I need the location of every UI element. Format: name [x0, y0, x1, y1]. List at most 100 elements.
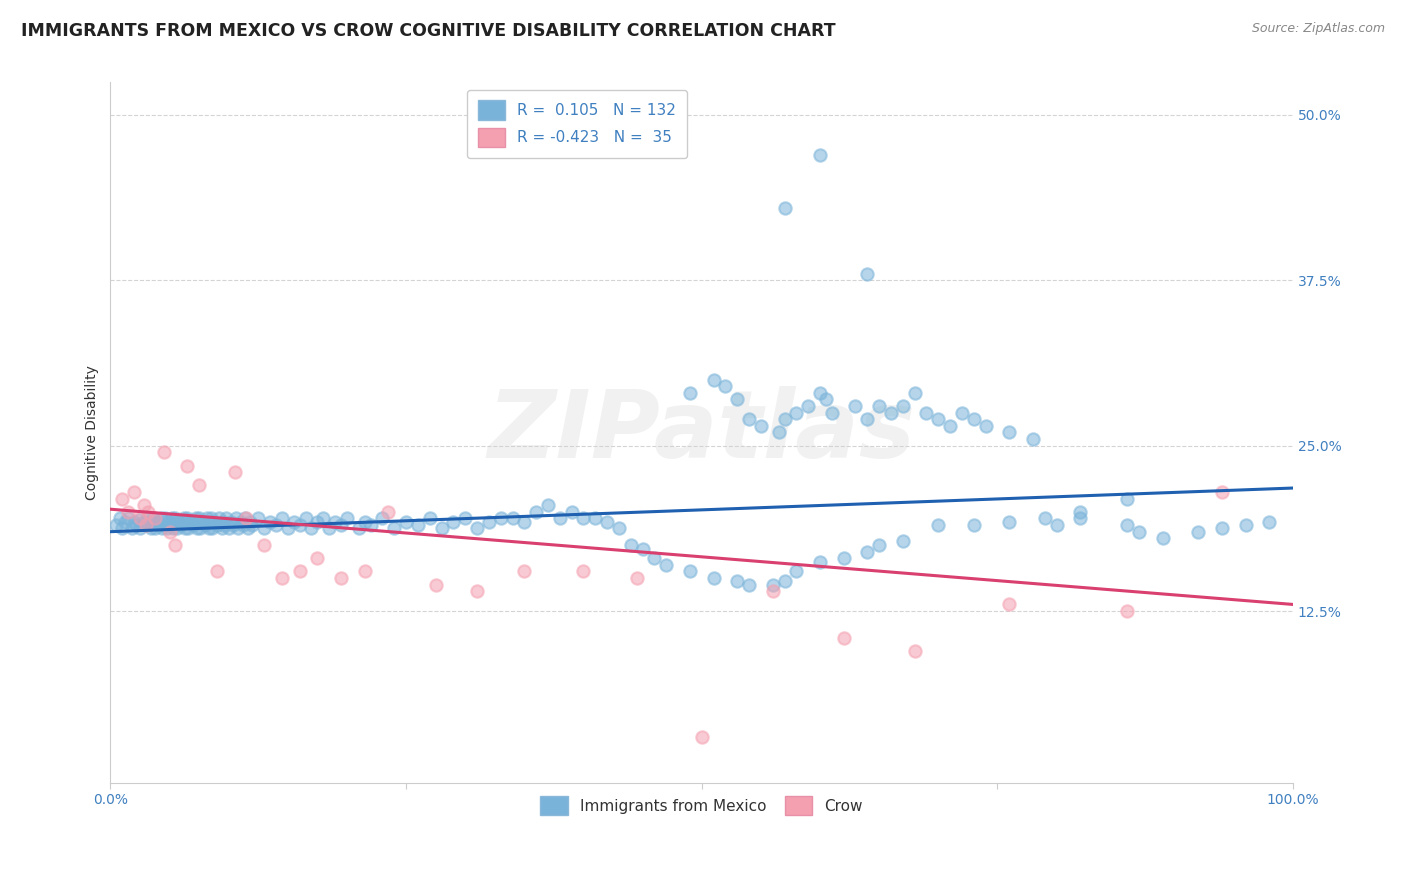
- Point: [318, 521, 340, 535]
- Point: [186, 521, 208, 535]
- Point: [219, 516, 242, 530]
- Point: [173, 511, 195, 525]
- Point: [749, 418, 772, 433]
- Point: [236, 521, 259, 535]
- Point: [347, 521, 370, 535]
- Point: [797, 399, 820, 413]
- Point: [212, 518, 235, 533]
- Point: [240, 518, 263, 533]
- Point: [152, 516, 174, 530]
- Point: [143, 521, 166, 535]
- Point: [259, 516, 281, 530]
- Point: [773, 412, 796, 426]
- Point: [141, 516, 163, 530]
- Point: [188, 478, 211, 492]
- Point: [768, 425, 790, 440]
- Point: [915, 406, 938, 420]
- Point: [129, 511, 152, 525]
- Point: [596, 516, 619, 530]
- Point: [167, 516, 190, 530]
- Point: [963, 412, 986, 426]
- Point: [108, 511, 131, 525]
- Point: [762, 577, 785, 591]
- Point: [655, 558, 678, 572]
- Point: [419, 511, 441, 525]
- Point: [406, 518, 429, 533]
- Point: [844, 399, 866, 413]
- Point: [502, 511, 524, 525]
- Point: [998, 516, 1021, 530]
- Point: [1045, 518, 1067, 533]
- Point: [1152, 531, 1174, 545]
- Point: [773, 201, 796, 215]
- Point: [176, 458, 198, 473]
- Point: [197, 511, 219, 525]
- Point: [1033, 511, 1056, 525]
- Point: [301, 521, 323, 535]
- Point: [235, 511, 257, 525]
- Point: [232, 518, 254, 533]
- Point: [264, 518, 287, 533]
- Point: [215, 511, 238, 525]
- Point: [880, 406, 903, 420]
- Point: [128, 513, 150, 527]
- Point: [174, 516, 197, 530]
- Point: [336, 511, 359, 525]
- Point: [725, 574, 748, 588]
- Point: [927, 412, 949, 426]
- Point: [233, 511, 256, 525]
- Point: [963, 518, 986, 533]
- Point: [548, 511, 571, 525]
- Point: [170, 518, 193, 533]
- Point: [184, 511, 207, 525]
- Point: [738, 412, 761, 426]
- Point: [253, 538, 276, 552]
- Point: [832, 551, 855, 566]
- Point: [513, 516, 536, 530]
- Point: [353, 565, 375, 579]
- Point: [738, 577, 761, 591]
- Point: [105, 518, 128, 533]
- Point: [714, 379, 737, 393]
- Point: [465, 521, 488, 535]
- Point: [132, 516, 155, 530]
- Point: [211, 516, 233, 530]
- Point: [135, 518, 157, 533]
- Point: [136, 505, 159, 519]
- Point: [371, 511, 394, 525]
- Point: [939, 418, 962, 433]
- Point: [191, 516, 214, 530]
- Point: [814, 392, 837, 407]
- Point: [513, 565, 536, 579]
- Point: [225, 511, 247, 525]
- Point: [136, 511, 159, 525]
- Point: [121, 521, 143, 535]
- Point: [832, 631, 855, 645]
- Point: [626, 571, 648, 585]
- Point: [808, 385, 831, 400]
- Point: [205, 565, 228, 579]
- Point: [165, 511, 187, 525]
- Point: [690, 730, 713, 744]
- Point: [561, 505, 583, 519]
- Point: [703, 373, 725, 387]
- Point: [856, 412, 879, 426]
- Point: [160, 511, 183, 525]
- Point: [218, 521, 240, 535]
- Point: [307, 551, 329, 566]
- Point: [111, 491, 134, 506]
- Point: [904, 385, 927, 400]
- Point: [117, 505, 139, 519]
- Point: [430, 521, 453, 535]
- Point: [821, 406, 844, 420]
- Point: [176, 511, 198, 525]
- Point: [270, 571, 292, 585]
- Point: [165, 538, 187, 552]
- Point: [117, 511, 139, 525]
- Point: [1211, 485, 1233, 500]
- Point: [139, 521, 162, 535]
- Point: [395, 516, 418, 530]
- Point: [307, 516, 329, 530]
- Point: [725, 392, 748, 407]
- Point: [1211, 521, 1233, 535]
